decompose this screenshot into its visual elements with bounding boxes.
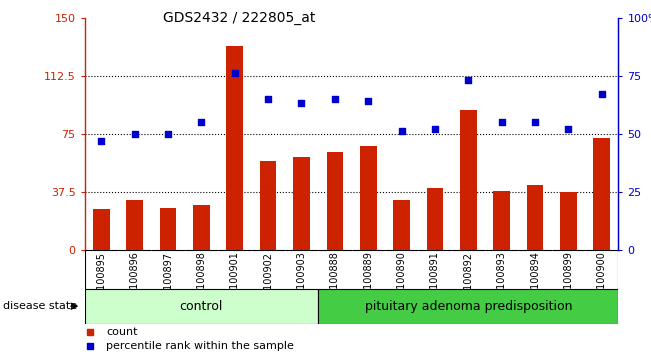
Bar [426, 188, 443, 250]
Bar [594, 138, 610, 250]
Text: GSM100888: GSM100888 [330, 251, 340, 310]
Point [463, 78, 473, 83]
Text: GSM100897: GSM100897 [163, 251, 173, 310]
Point [530, 119, 540, 125]
Text: GSM100896: GSM100896 [130, 251, 140, 310]
Bar [126, 200, 143, 250]
Text: GSM100891: GSM100891 [430, 251, 440, 310]
Text: GSM100901: GSM100901 [230, 251, 240, 310]
Bar [85, 289, 318, 324]
Bar [260, 161, 277, 250]
Text: percentile rank within the sample: percentile rank within the sample [106, 341, 294, 350]
Bar [393, 200, 410, 250]
Point [96, 138, 107, 143]
Bar [527, 185, 544, 250]
Bar [560, 192, 577, 250]
Bar [293, 157, 310, 250]
Text: pituitary adenoma predisposition: pituitary adenoma predisposition [365, 300, 572, 313]
Point [296, 101, 307, 106]
Point [430, 126, 440, 132]
Text: GSM100892: GSM100892 [464, 251, 473, 310]
Text: GSM100889: GSM100889 [363, 251, 373, 310]
Text: GSM100898: GSM100898 [197, 251, 206, 310]
Text: control: control [180, 300, 223, 313]
Point [363, 98, 374, 104]
Point [563, 126, 574, 132]
Text: GSM100890: GSM100890 [396, 251, 407, 310]
Text: disease state: disease state [3, 301, 77, 311]
Text: count: count [106, 327, 137, 337]
Text: GSM100894: GSM100894 [530, 251, 540, 310]
Text: GSM100895: GSM100895 [96, 251, 106, 310]
Bar [318, 289, 618, 324]
Text: GSM100903: GSM100903 [296, 251, 307, 310]
Point [163, 131, 173, 136]
Bar [493, 191, 510, 250]
Bar [227, 46, 243, 250]
Point [497, 119, 507, 125]
Point [130, 131, 140, 136]
Point [396, 129, 407, 134]
Point [263, 96, 273, 102]
Bar [327, 152, 343, 250]
Text: GSM100900: GSM100900 [597, 251, 607, 310]
Text: GSM100899: GSM100899 [563, 251, 574, 310]
Bar [360, 146, 376, 250]
Text: GSM100902: GSM100902 [263, 251, 273, 310]
Point [329, 96, 340, 102]
Text: GSM100893: GSM100893 [497, 251, 506, 310]
Bar [193, 205, 210, 250]
Point [596, 91, 607, 97]
Bar [159, 208, 176, 250]
Text: GDS2432 / 222805_at: GDS2432 / 222805_at [163, 11, 315, 25]
Point [196, 119, 206, 125]
Bar [93, 209, 109, 250]
Point [230, 70, 240, 76]
Bar [460, 110, 477, 250]
